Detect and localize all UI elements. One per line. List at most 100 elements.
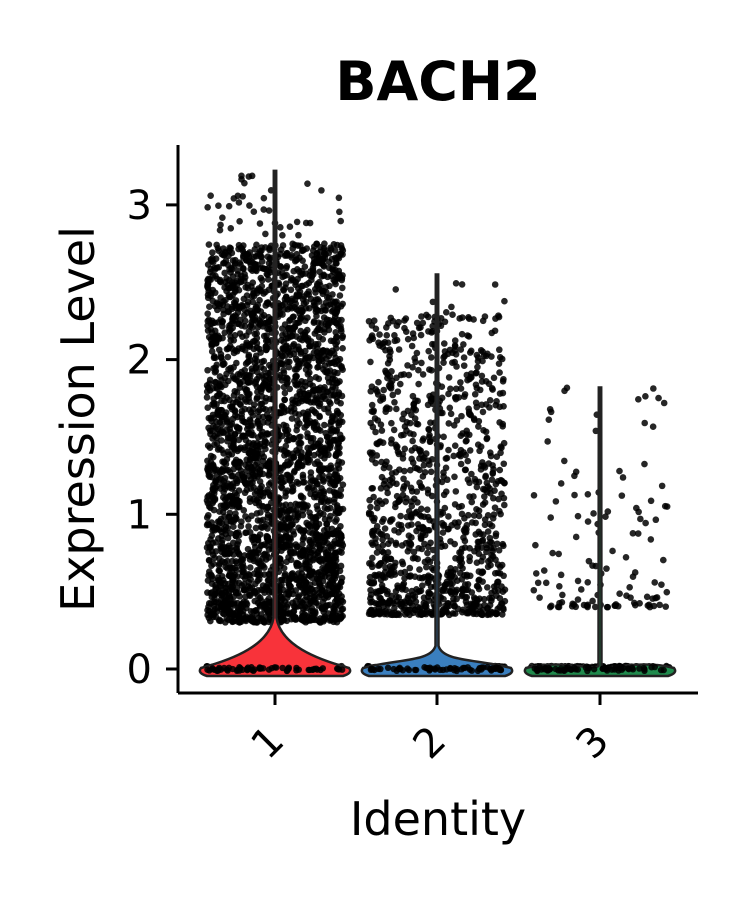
data-point bbox=[205, 600, 213, 607]
data-point bbox=[400, 475, 407, 483]
data-point bbox=[338, 539, 346, 547]
data-point bbox=[339, 345, 346, 352]
data-point bbox=[208, 348, 216, 355]
data-point bbox=[204, 511, 212, 519]
data-point bbox=[325, 258, 333, 266]
data-point bbox=[267, 492, 274, 500]
data-point bbox=[234, 271, 242, 278]
data-point bbox=[401, 445, 409, 453]
data-point bbox=[256, 488, 264, 496]
data-point bbox=[280, 564, 288, 572]
data-point bbox=[283, 471, 291, 479]
data-point bbox=[318, 187, 325, 194]
data-point bbox=[386, 481, 394, 489]
data-point bbox=[207, 415, 215, 422]
data-point bbox=[501, 501, 508, 509]
data-point bbox=[449, 311, 456, 319]
data-point bbox=[337, 250, 345, 258]
data-point bbox=[439, 529, 447, 536]
data-point bbox=[429, 298, 437, 306]
data-point bbox=[245, 353, 253, 360]
data-point bbox=[400, 606, 407, 613]
data-point bbox=[497, 443, 505, 451]
data-point bbox=[456, 569, 464, 577]
data-point bbox=[419, 319, 427, 327]
data-point bbox=[337, 522, 344, 530]
data-point bbox=[322, 368, 329, 376]
data-point bbox=[213, 241, 220, 249]
data-point bbox=[304, 180, 311, 187]
data-point bbox=[388, 516, 396, 523]
data-point bbox=[204, 317, 212, 325]
data-point bbox=[242, 284, 249, 291]
data-point bbox=[411, 355, 418, 362]
data-point bbox=[282, 427, 290, 435]
data-point bbox=[495, 360, 503, 367]
data-point bbox=[314, 364, 321, 371]
data-point bbox=[424, 486, 432, 494]
data-point bbox=[242, 398, 250, 405]
data-point bbox=[409, 364, 416, 371]
data-point bbox=[213, 466, 221, 474]
data-point bbox=[428, 366, 435, 374]
data-point bbox=[456, 549, 463, 556]
data-point bbox=[239, 193, 247, 200]
data-point bbox=[372, 572, 379, 580]
data-point bbox=[310, 255, 318, 263]
data-point bbox=[329, 347, 336, 355]
data-point bbox=[295, 231, 302, 239]
data-point bbox=[294, 603, 301, 610]
data-point bbox=[221, 269, 228, 277]
data-point bbox=[470, 512, 478, 519]
data-point bbox=[248, 469, 256, 476]
data-point bbox=[442, 309, 450, 316]
data-point bbox=[379, 541, 387, 549]
data-point bbox=[318, 572, 326, 580]
data-point bbox=[486, 404, 493, 411]
data-point bbox=[221, 329, 229, 336]
data-point bbox=[488, 476, 496, 483]
data-point bbox=[422, 450, 430, 457]
data-point bbox=[441, 348, 449, 355]
data-point bbox=[336, 208, 343, 216]
data-point bbox=[321, 454, 328, 462]
data-point bbox=[496, 507, 503, 515]
data-point bbox=[290, 350, 298, 358]
data-point bbox=[379, 531, 386, 538]
data-point bbox=[283, 558, 290, 566]
data-point bbox=[230, 523, 237, 530]
data-point bbox=[425, 347, 432, 355]
data-point bbox=[332, 254, 339, 262]
data-point bbox=[205, 492, 213, 499]
data-point bbox=[255, 250, 262, 258]
data-point bbox=[265, 576, 273, 583]
data-point bbox=[235, 606, 242, 613]
data-point bbox=[306, 581, 314, 588]
data-point bbox=[399, 485, 407, 493]
data-point bbox=[230, 336, 238, 344]
data-point bbox=[213, 384, 220, 391]
data-point bbox=[216, 430, 224, 437]
data-point bbox=[211, 353, 218, 360]
data-point bbox=[495, 312, 502, 319]
data-point bbox=[230, 551, 237, 558]
data-point bbox=[481, 516, 489, 523]
data-point bbox=[479, 568, 486, 575]
data-point bbox=[209, 249, 216, 256]
data-point bbox=[490, 544, 497, 552]
data-point bbox=[255, 614, 262, 622]
data-point bbox=[445, 513, 452, 520]
data-point bbox=[256, 531, 264, 538]
data-point bbox=[500, 460, 508, 468]
data-point bbox=[380, 480, 388, 488]
data-point bbox=[216, 520, 223, 527]
data-point bbox=[427, 354, 435, 361]
data-point bbox=[407, 540, 414, 547]
data-point bbox=[275, 281, 283, 288]
data-point bbox=[333, 379, 340, 387]
data-point bbox=[204, 467, 212, 475]
data-point bbox=[257, 319, 265, 326]
data-point bbox=[486, 485, 493, 492]
data-point bbox=[221, 584, 229, 592]
data-point bbox=[422, 603, 430, 610]
